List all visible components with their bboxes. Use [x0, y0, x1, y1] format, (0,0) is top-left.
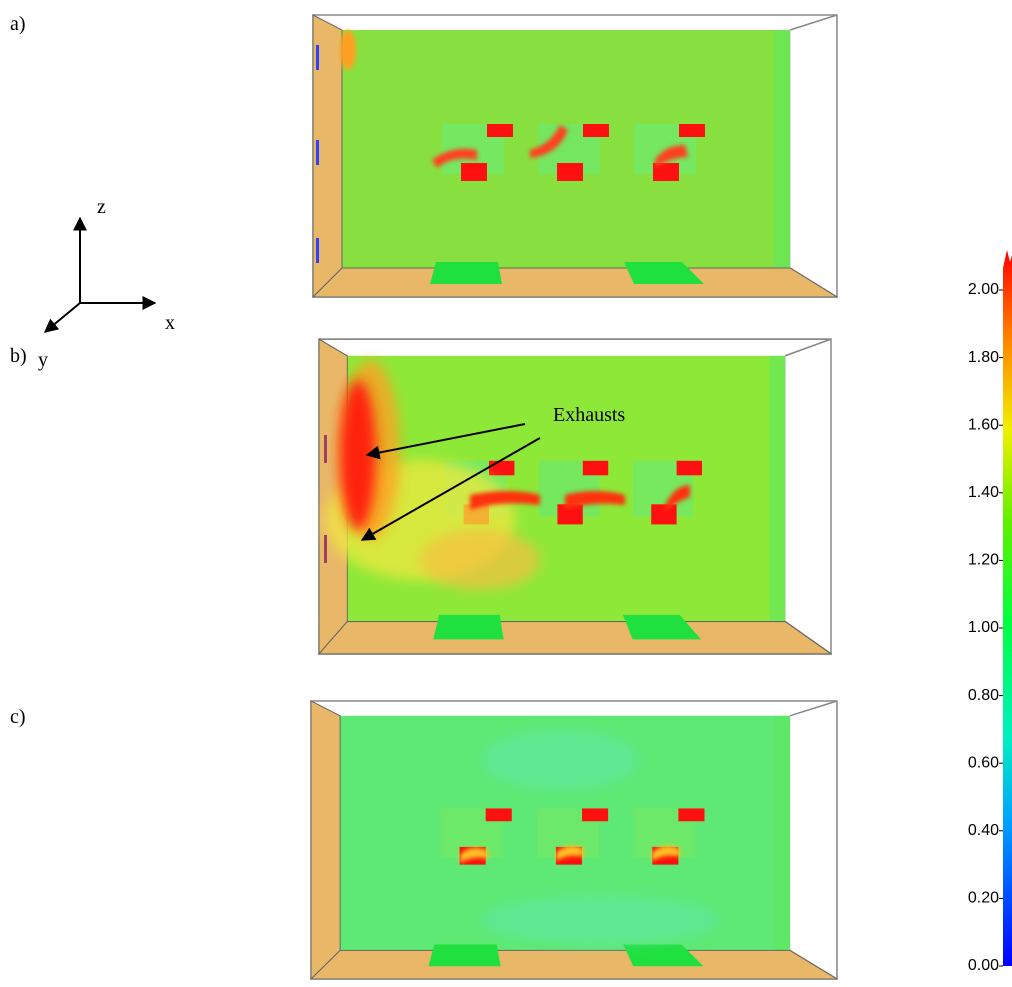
tick-label: 1.20: [968, 552, 999, 569]
axis-label: y: [38, 349, 48, 371]
tick-label: 1.80: [968, 349, 999, 366]
figure: a) b) c) z x y Exhausts 0.00 0.20 0.40 0.60…: [0, 0, 1012, 987]
tick-label: 2.00: [968, 281, 999, 298]
colorbar: [1003, 250, 1012, 966]
axis-label: z: [97, 196, 106, 218]
annotation: Exhausts: [553, 404, 625, 426]
panel-label: b): [10, 345, 27, 367]
panel-label: c): [10, 706, 26, 728]
tick-label: 0.00: [968, 957, 999, 974]
tick-label: 0.80: [968, 687, 999, 704]
axis-glyph: [45, 218, 155, 332]
tick-label: 0.40: [968, 822, 999, 839]
tick-label: 1.60: [968, 416, 999, 433]
axis-label: x: [165, 312, 175, 334]
panel-label: a): [10, 13, 26, 35]
tick-label: 1.00: [968, 619, 999, 636]
tick-label: 1.40: [968, 484, 999, 501]
tick-label: 0.60: [968, 754, 999, 771]
tick-label: 0.20: [968, 890, 999, 907]
room-render: [313, 15, 837, 297]
